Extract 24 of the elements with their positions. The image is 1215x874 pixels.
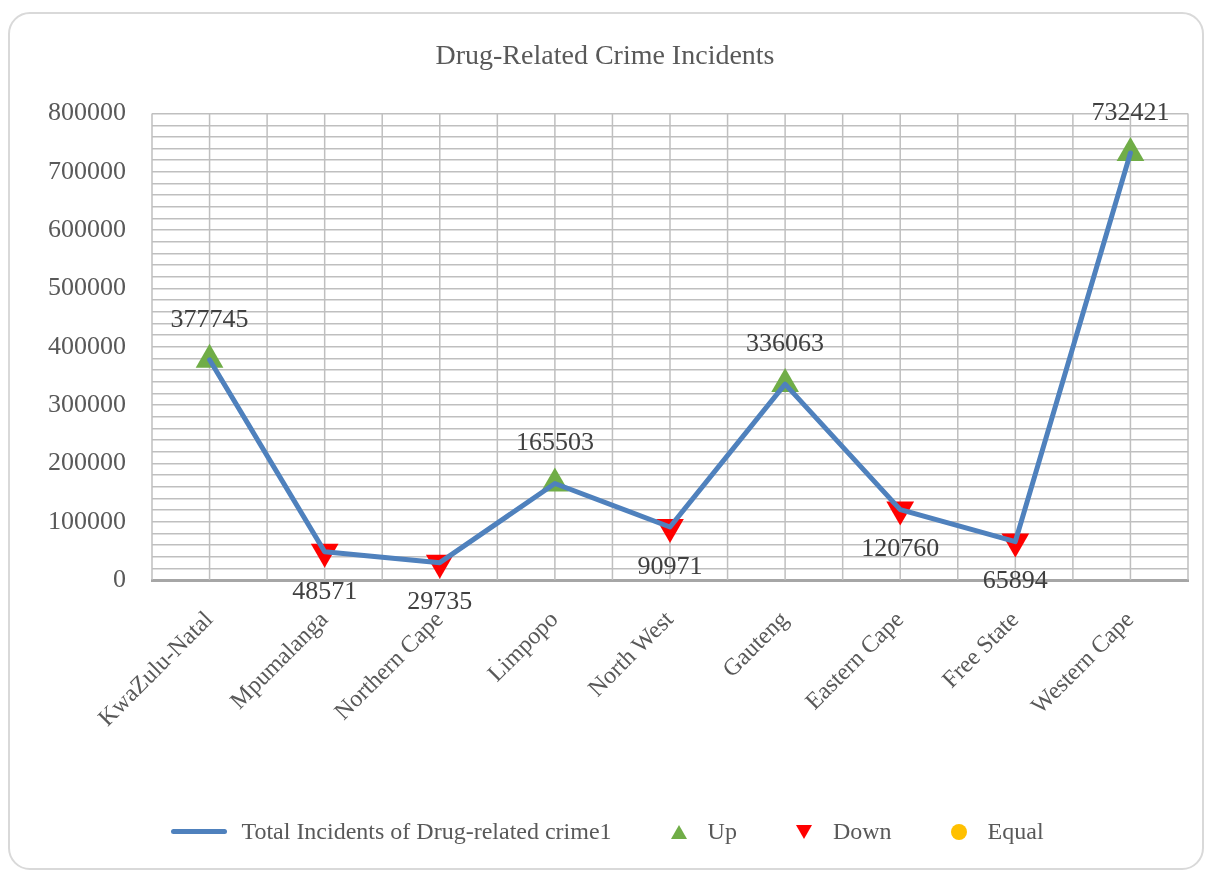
chart-title: Drug-Related Crime Incidents: [435, 39, 775, 71]
legend-label: Up: [707, 818, 737, 845]
data-label: 377745: [170, 303, 249, 333]
y-tick-label: 600000: [48, 214, 126, 244]
y-tick-label: 200000: [48, 447, 126, 477]
data-label: 29735: [407, 586, 473, 616]
y-tick-label: 400000: [48, 330, 126, 360]
legend-label: Total Incidents of Drug-related crime1: [241, 818, 612, 845]
y-tick-label: 700000: [48, 155, 126, 185]
y-tick-label: 100000: [48, 505, 126, 535]
y-tick-label: 0: [113, 563, 126, 593]
legend-label: Equal: [987, 818, 1044, 845]
y-tick-label: 500000: [48, 272, 126, 302]
legend-label: Down: [832, 818, 892, 845]
y-tick-label: 800000: [48, 97, 126, 127]
data-label: 65894: [982, 565, 1048, 595]
data-label: 48571: [292, 575, 358, 605]
x-tick-label: Free State: [936, 605, 1024, 693]
data-label: 165503: [515, 427, 594, 457]
data-label: 732421: [1091, 96, 1170, 126]
y-tick-label: 300000: [48, 388, 126, 418]
data-label: 90971: [637, 550, 703, 580]
data-label: 336063: [746, 327, 825, 357]
data-label: 120760: [861, 533, 940, 563]
